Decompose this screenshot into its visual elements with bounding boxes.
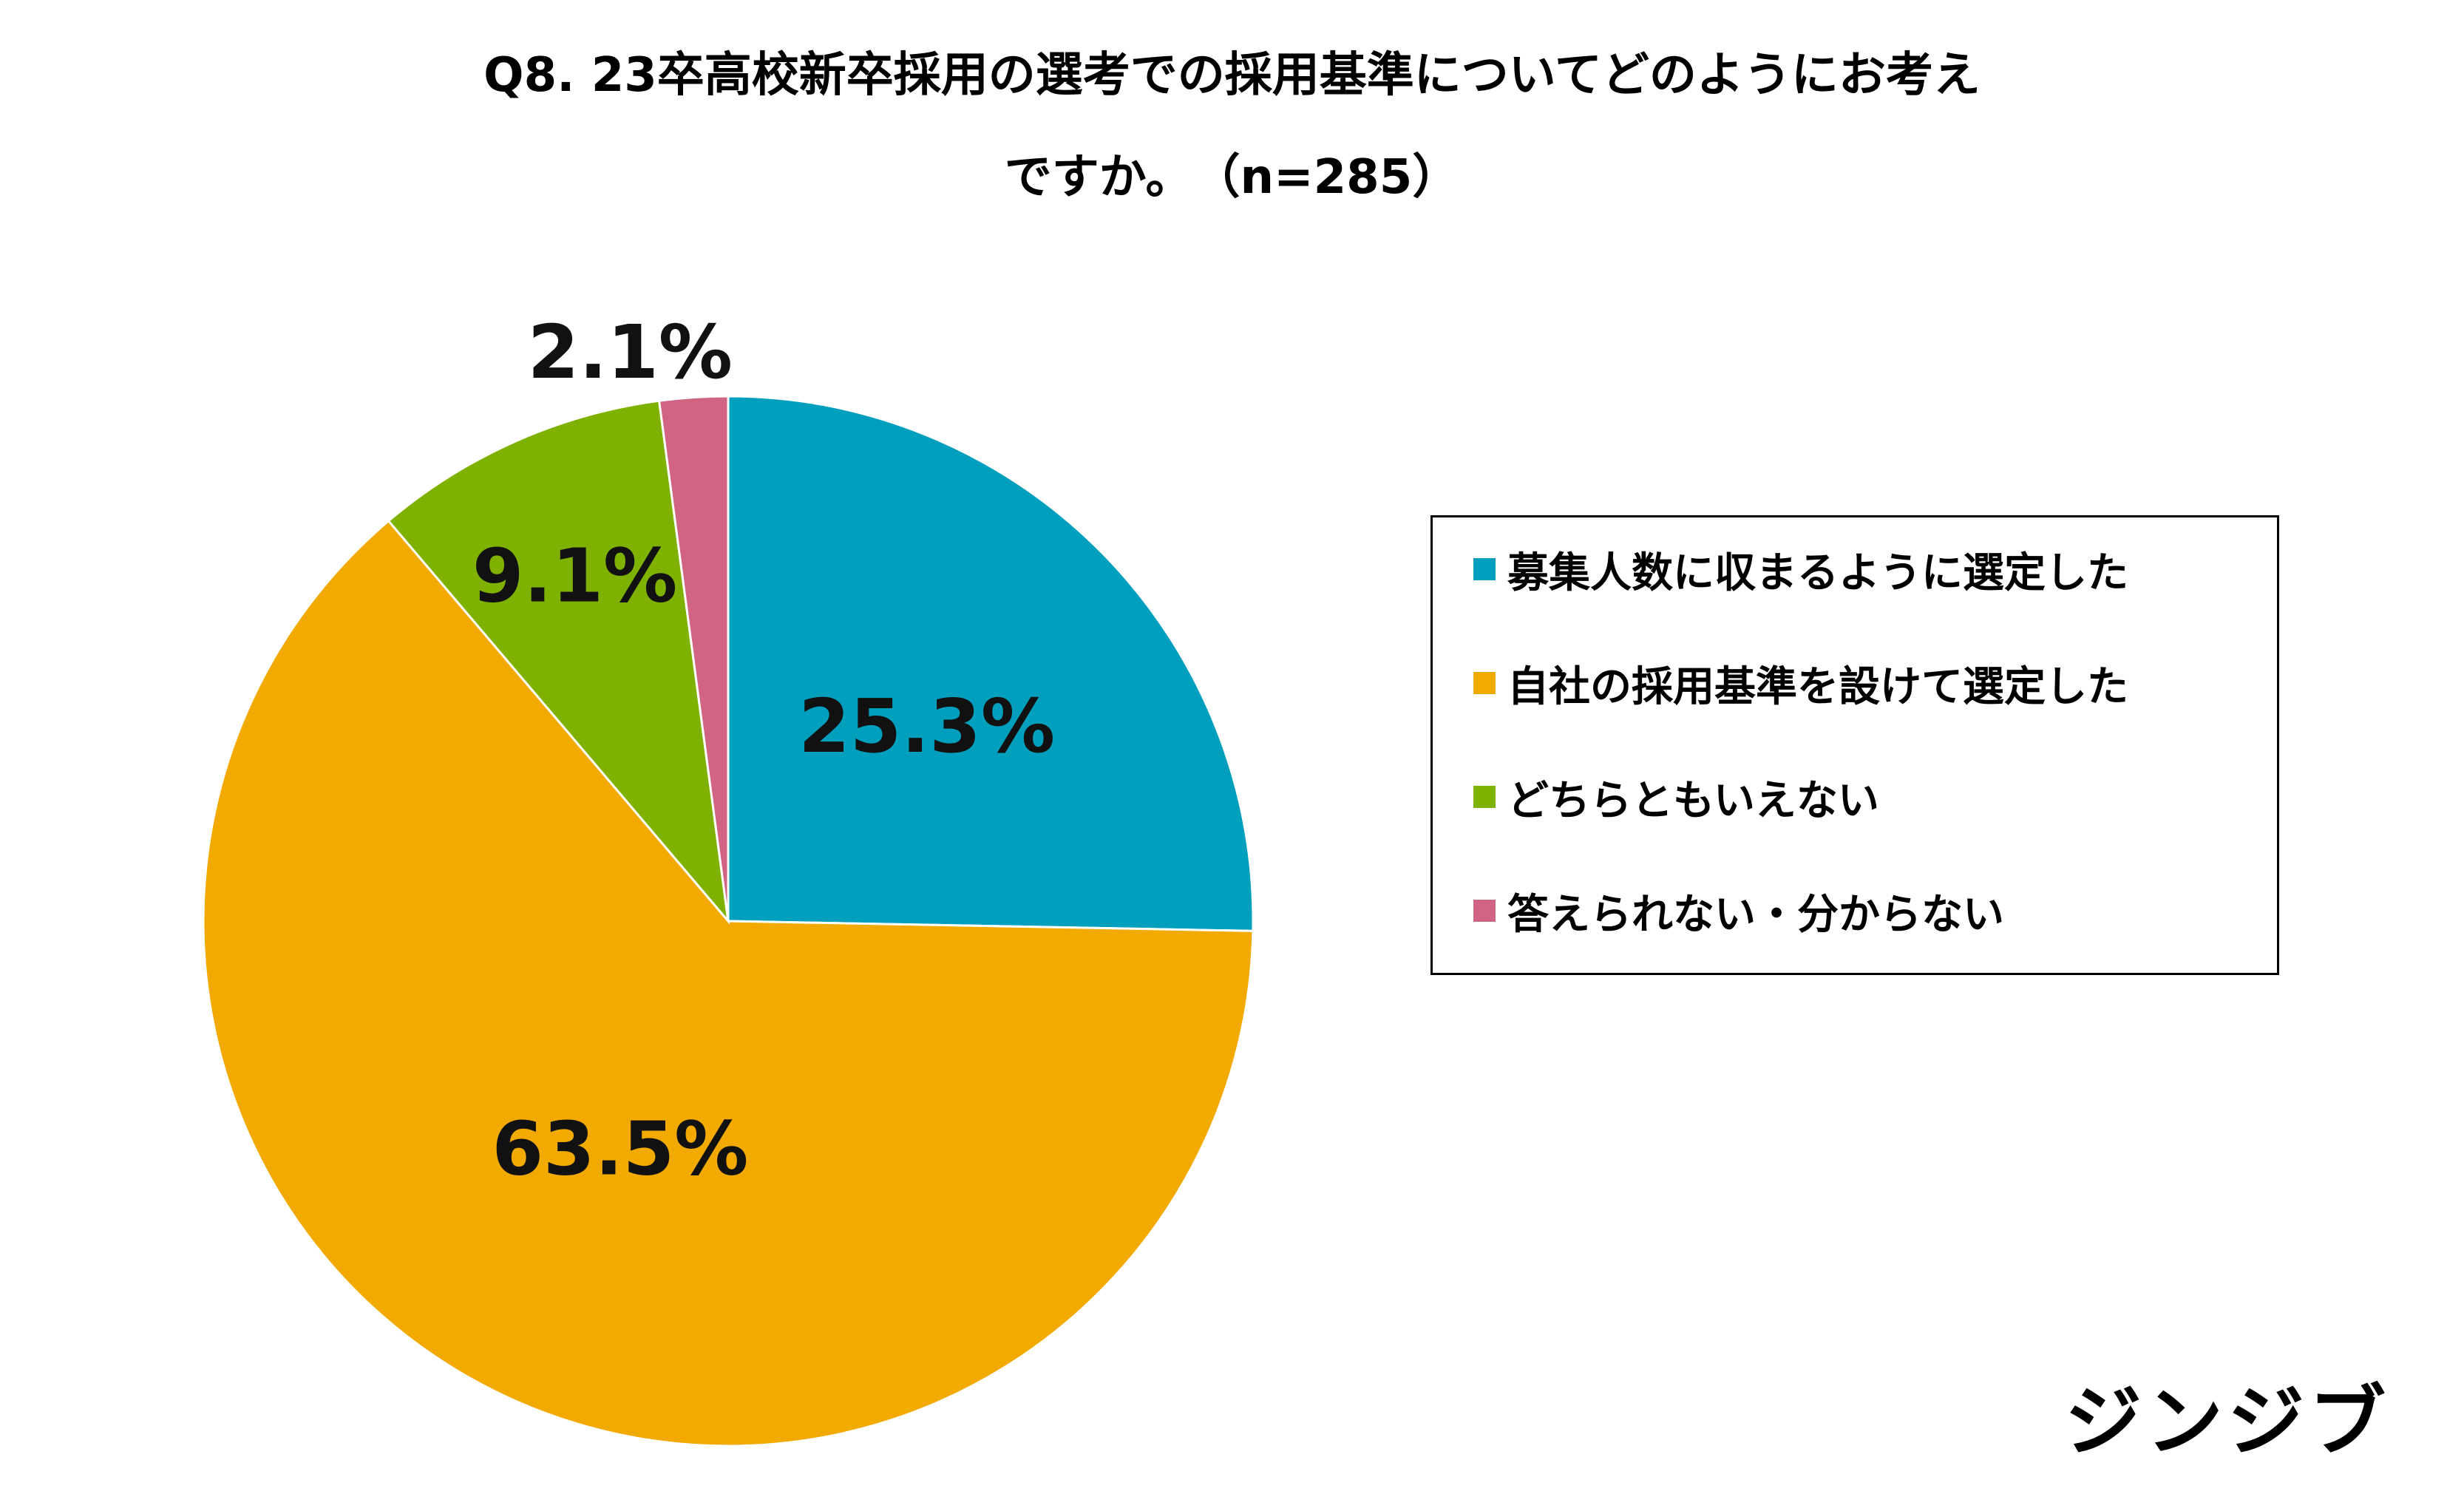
brand-logo: ジンジブ	[2064, 1376, 2390, 1467]
pie-slice-label: 63.5%	[492, 1105, 748, 1192]
pie-slice-label: 25.3%	[798, 683, 1055, 770]
pie-labels: 25.3% 63.5% 9.1% 2.1%	[472, 309, 1055, 1192]
legend-item: 答えられない・分からない	[1473, 881, 2004, 940]
legend-swatch	[1473, 558, 1496, 580]
legend-item: 自社の採用基準を設けて選定した	[1473, 653, 2128, 713]
chart-title: Q8. 23卒高校新卒採用の選考での採用基準についてどのようにお考え	[483, 48, 1981, 103]
legend-label: 募集人数に収まるように選定した	[1507, 549, 2128, 597]
pie-slice	[202, 519, 1255, 1447]
legend-swatch	[1473, 786, 1496, 808]
pie-slice	[727, 395, 1255, 932]
legend-item: どちらともいえない	[1473, 767, 1879, 826]
pie-slice	[657, 395, 730, 922]
pie-slices	[202, 395, 1255, 1447]
legend-swatch	[1473, 672, 1496, 694]
legend: 募集人数に収まるように選定した 自社の採用基準を設けて選定した どちらともいえな…	[1430, 515, 2279, 975]
legend-swatch	[1473, 900, 1496, 922]
pie-slice	[387, 399, 730, 925]
legend-label: どちらともいえない	[1507, 776, 1879, 825]
pie-slice-label: 9.1%	[472, 532, 677, 619]
legend-label: 答えられない・分からない	[1507, 890, 2004, 939]
legend-label: 自社の採用基準を設けて選定した	[1507, 662, 2128, 711]
chart-subtitle: ですか。 （n=285）	[1004, 150, 1460, 205]
pie-slice-label: 2.1%	[528, 309, 733, 395]
legend-item: 募集人数に収まるように選定した	[1473, 540, 2128, 599]
